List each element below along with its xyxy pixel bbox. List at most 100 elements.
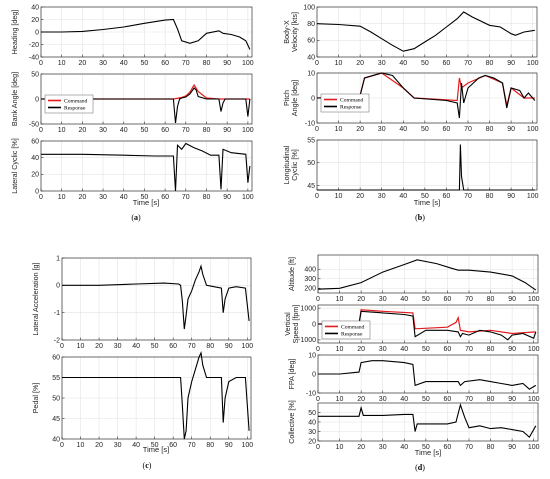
x-tick-label: 30 [99,127,107,134]
series-response-line [318,402,537,439]
x-tick-label: 0 [60,442,64,449]
y-tick-label: 50 [308,410,316,417]
x-tick-label: 60 [169,442,177,449]
y-tick-label: 40 [31,4,39,11]
x-tick-label: 30 [379,396,387,403]
x-tick-label: 50 [421,193,429,200]
x-tick-label: 20 [357,296,365,303]
x-tick-label: 0 [39,127,43,134]
y-tick-label: 100 [303,4,315,11]
x-tick-label: 30 [378,126,386,133]
x-tick-label: 10 [336,396,344,403]
x-axis-label: Time [s] [133,198,159,207]
x-tick-label: 70 [465,444,473,451]
x-tick-label: 90 [223,60,231,67]
x-tick-label: 0 [315,126,319,133]
x-tick-label: 50 [141,127,149,134]
legend-box [321,320,371,340]
x-tick-label: 10 [335,60,343,67]
x-tick-label: 80 [206,343,214,350]
axes-frame [40,140,253,192]
x-tick-label: 0 [316,296,320,303]
series-response-line [317,144,535,191]
x-tick-label: 0 [60,343,64,350]
x-tick-label: 50 [422,346,430,353]
x-tick-label: 80 [206,442,214,449]
y-tick-label: 20 [31,172,39,179]
y-tick-label: 0 [35,96,39,103]
y-tick-label: 50 [31,71,39,78]
x-tick-label: 90 [223,194,231,201]
x-tick-label: 50 [422,444,430,451]
x-tick-label: 20 [95,343,103,350]
y-tick-label: 0 [312,321,316,328]
x-tick-label: 50 [151,442,159,449]
y-tick-label: 1 [56,255,60,262]
y-tick-label: 1000 [300,306,316,313]
y-tick-label: 0 [35,188,39,195]
y-tick-label: 0 [312,371,316,378]
x-tick-label: 70 [465,346,473,353]
y-tick-label: 55 [52,375,60,382]
y-tick-label: 0 [35,29,39,36]
x-tick-label: 40 [400,296,408,303]
y-tick-label: -20 [29,42,39,49]
panel-caption: (a) [131,213,141,222]
x-tick-label: 30 [379,444,387,451]
x-tick-label: 100 [242,60,254,67]
x-tick-label: 0 [316,444,320,451]
y-axis-label: Cyclic [%] [290,149,299,181]
y-tick-label: 200 [304,286,316,293]
y-tick-label: -1000 [298,337,316,344]
axes-frame [316,6,538,58]
panel-caption: (d) [415,463,425,472]
x-tick-label: 40 [399,193,407,200]
y-tick-label: 60 [31,138,39,145]
x-tick-label: 10 [77,442,85,449]
x-tick-label: 30 [99,194,107,201]
x-tick-label: 80 [203,127,211,134]
x-tick-label: 20 [356,60,364,67]
x-tick-label: 80 [487,346,495,353]
subplot: 45 50 55 0 10 20 30 40 50 60 70 80 90 100 Longitudinal… [282,137,539,200]
y-axis-label: Pitch [282,90,291,106]
x-tick-label: 70 [188,442,196,449]
x-tick-label: 20 [357,444,365,451]
x-tick-label: 100 [528,444,540,451]
y-tick-label: 20 [31,17,39,24]
y-tick-label: 45 [52,416,60,423]
x-tick-label: 70 [464,60,472,67]
y-tick-label: 80 [307,21,315,28]
x-tick-label: 60 [161,194,169,201]
x-tick-label: 70 [182,127,190,134]
y-tick-label: 20 [308,438,316,445]
x-tick-label: 60 [161,127,169,134]
y-tick-label: 0 [56,283,60,290]
y-tick-label: 50 [52,395,60,402]
x-tick-label: 20 [78,127,86,134]
y-tick-label: -10 [305,120,315,127]
x-tick-label: 100 [528,346,540,353]
x-axis-label: Time [s] [415,448,441,457]
legend-command-label: Command [64,99,88,105]
x-tick-label: 90 [508,346,516,353]
y-tick-label: 400 [304,267,316,274]
x-tick-label: 50 [422,296,430,303]
x-tick-label: 80 [486,126,494,133]
x-tick-label: 80 [203,194,211,201]
panel-caption: (b) [415,213,425,222]
x-tick-label: 0 [316,346,320,353]
x-tick-label: 60 [443,193,451,200]
x-tick-label: 40 [400,444,408,451]
x-tick-label: 0 [315,60,319,67]
subplot: 200 300 400 0 10 20 30 40 50 60 70 80 90 100 Altitude … [287,254,540,303]
x-tick-label: 30 [378,193,386,200]
x-tick-label: 60 [161,60,169,67]
x-tick-label: 0 [39,60,43,67]
